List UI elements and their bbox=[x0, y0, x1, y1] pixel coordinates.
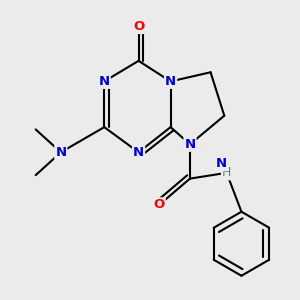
Text: N: N bbox=[215, 157, 226, 170]
Text: N: N bbox=[99, 75, 110, 88]
Text: O: O bbox=[133, 20, 144, 33]
Text: N: N bbox=[55, 146, 66, 159]
Text: N: N bbox=[133, 146, 144, 159]
Text: N: N bbox=[184, 138, 196, 151]
Text: O: O bbox=[154, 198, 165, 212]
Text: N: N bbox=[165, 75, 176, 88]
Text: H: H bbox=[222, 167, 231, 179]
